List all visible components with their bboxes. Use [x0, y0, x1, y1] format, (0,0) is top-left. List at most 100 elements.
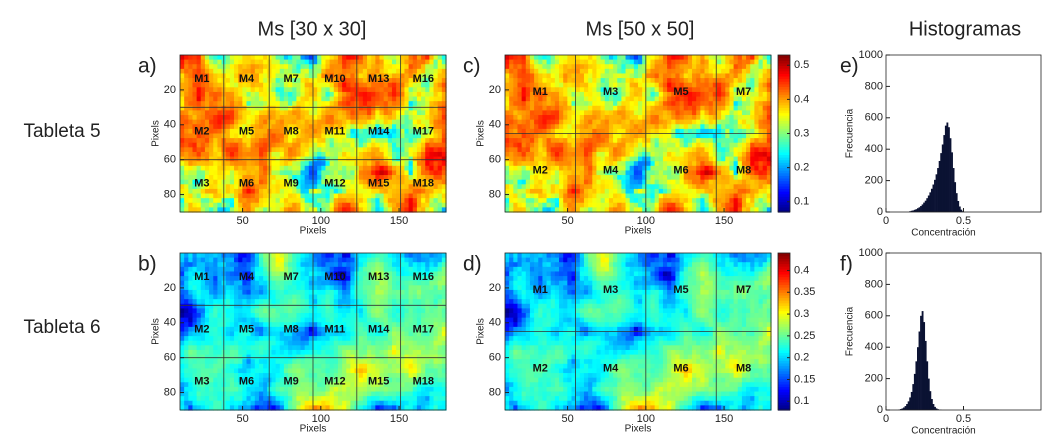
heatmap-cell	[283, 151, 289, 158]
heatmap-cell	[346, 91, 352, 98]
heatmap-cell	[283, 289, 289, 296]
heatmap-cell	[375, 133, 381, 139]
heatmap-cell	[391, 294, 397, 300]
heatmap-cell	[421, 368, 426, 374]
heatmap-cell	[646, 55, 652, 61]
heatmap-cell	[267, 280, 273, 286]
heatmap-cell	[379, 188, 385, 195]
heatmap-cell	[279, 396, 285, 402]
heatmap-cell	[325, 303, 331, 310]
heatmap-cell	[229, 151, 235, 158]
heatmap-cell	[300, 345, 306, 351]
heatmap-cell	[404, 257, 410, 263]
heatmap-cell	[288, 179, 293, 185]
heatmap-cell	[658, 55, 664, 61]
heatmap-cell	[333, 138, 339, 144]
heatmap-cell	[308, 299, 314, 305]
heatmap-cell	[271, 299, 277, 305]
heatmap-cell	[196, 266, 202, 273]
heatmap-cell	[429, 156, 435, 162]
heatmap-cell	[383, 405, 389, 411]
heatmap-cell	[404, 170, 410, 176]
heatmap-cell	[213, 382, 219, 388]
heatmap-cell	[337, 91, 343, 98]
heatmap-cell	[209, 299, 214, 305]
heatmap-cell	[196, 345, 202, 351]
y-axis-label: Pixels	[151, 318, 162, 345]
heatmap-cell	[521, 82, 527, 88]
heatmap-cell	[391, 400, 397, 406]
heatmap-cell	[267, 73, 273, 79]
heatmap-cell	[296, 373, 302, 379]
heatmap-cell	[296, 276, 302, 282]
heatmap-cell	[254, 101, 260, 107]
heatmap-cell	[217, 198, 223, 204]
heatmap-cell	[225, 156, 231, 162]
heatmap-cell	[188, 382, 194, 388]
heatmap-cell	[708, 64, 714, 70]
heatmap-cell	[396, 64, 401, 70]
heatmap-cell	[213, 299, 219, 305]
heatmap-cell	[654, 73, 660, 79]
heatmap-cell	[321, 82, 327, 88]
heatmap-cell	[433, 294, 439, 300]
heatmap-cell	[188, 303, 194, 310]
heatmap-cell	[267, 349, 273, 356]
heatmap-cell	[700, 73, 706, 79]
heatmap-cell	[313, 349, 318, 356]
heatmap-cell	[213, 138, 219, 144]
heatmap-cell	[246, 91, 252, 98]
heatmap-cell	[196, 271, 202, 277]
heatmap-cell	[633, 64, 639, 70]
heatmap-cell	[263, 147, 268, 153]
heatmap-cell	[254, 322, 260, 328]
heatmap-cell	[396, 400, 401, 406]
heatmap-cell	[400, 331, 406, 337]
heatmap-cell	[509, 59, 514, 65]
heatmap-cell	[425, 400, 430, 406]
heatmap-cell	[741, 59, 747, 65]
heatmap-cell	[204, 142, 210, 148]
heatmap-cell	[416, 78, 422, 84]
heatmap-cell	[213, 161, 219, 167]
heatmap-cell	[267, 124, 273, 130]
heatmap-cell	[242, 115, 248, 121]
heatmap-cell	[371, 101, 376, 107]
heatmap-cell	[379, 101, 385, 107]
heatmap-cell	[429, 64, 435, 70]
heatmap-cell	[188, 345, 194, 351]
heatmap-cell	[692, 59, 697, 65]
heatmap-cell	[425, 179, 430, 185]
heatmap-cell	[433, 170, 439, 176]
heatmap-cell	[608, 78, 614, 84]
heatmap-cell	[592, 87, 598, 93]
heatmap-cell	[192, 198, 198, 204]
heatmap-cell	[229, 115, 235, 121]
heatmap-cell	[404, 326, 410, 333]
heatmap-cell	[404, 101, 410, 107]
heatmap-cell	[242, 382, 248, 388]
heatmap-cell	[391, 128, 397, 135]
heatmap-cell	[250, 396, 256, 402]
heatmap-cell	[509, 91, 514, 98]
heatmap-cell	[346, 386, 352, 393]
heatmap-cell	[271, 368, 277, 374]
heatmap-cell	[404, 198, 410, 204]
heatmap-cell	[283, 161, 289, 167]
heatmap-cell	[180, 303, 185, 310]
heatmap-cell	[396, 363, 401, 370]
heatmap-cell	[213, 405, 219, 411]
heatmap-cell	[329, 368, 335, 374]
heatmap-cell	[225, 359, 231, 365]
heatmap-cell	[662, 68, 668, 75]
heatmap-cell	[400, 276, 406, 282]
heatmap-cell	[275, 161, 281, 167]
heatmap-cell	[209, 322, 214, 328]
heatmap-cell	[300, 91, 306, 98]
heatmap-cell	[279, 386, 285, 393]
heatmap-cell	[383, 368, 389, 374]
heatmap-cell	[288, 331, 293, 337]
heatmap-cell	[184, 326, 189, 333]
heatmap-cell	[412, 55, 418, 61]
heatmap-cell	[437, 391, 443, 397]
